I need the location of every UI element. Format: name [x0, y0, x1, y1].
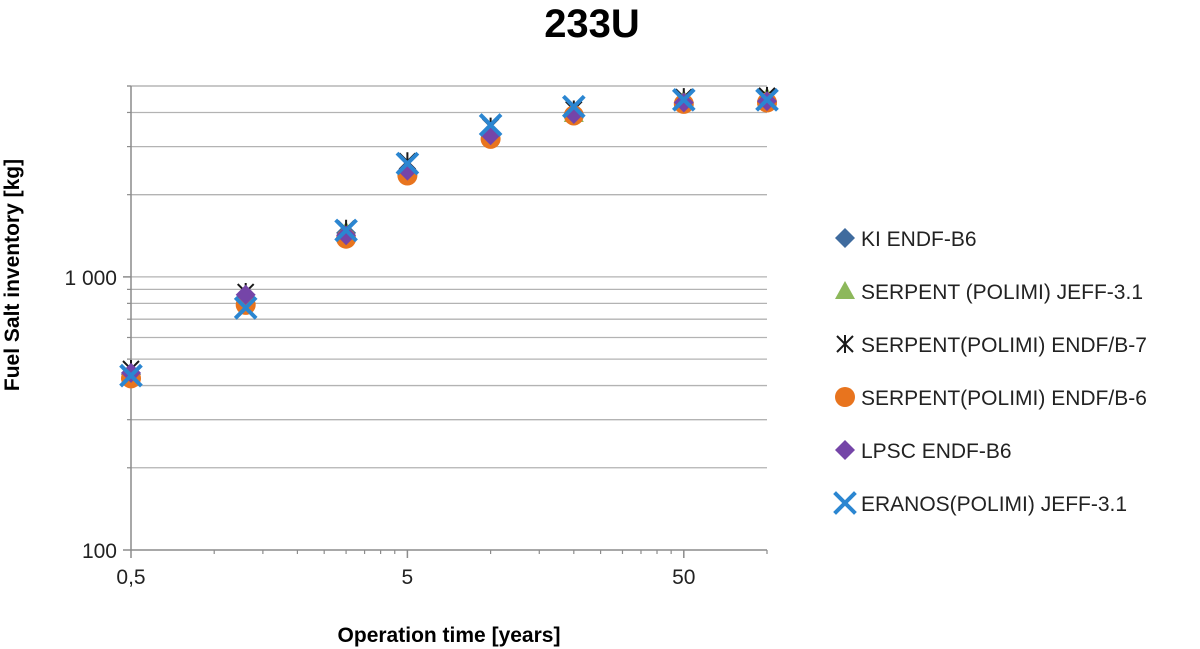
data-point	[671, 87, 696, 112]
series-2	[121, 87, 777, 380]
legend-marker	[835, 387, 855, 407]
legend-label: LPSC ENDF-B6	[861, 440, 1012, 463]
legend-item: SERPENT(POLIMI) ENDF/B-6	[835, 387, 1147, 410]
data-point	[336, 225, 357, 246]
legend-marker	[836, 335, 854, 353]
series-6	[119, 87, 779, 388]
series-3	[122, 86, 776, 378]
y-tick-label: 1 000	[64, 267, 117, 290]
x-axis-title: Operation time [years]	[338, 624, 561, 647]
data-point	[397, 160, 418, 181]
grid	[131, 85, 767, 469]
legend-marker	[835, 440, 855, 460]
tick-labels: 100 1 000 0,5 5 50	[64, 267, 695, 589]
axes	[123, 85, 768, 558]
legend-item: SERPENT(POLIMI) ENDF/B-7	[836, 334, 1147, 357]
series-4	[121, 92, 777, 389]
chart-title: 233U	[544, 2, 640, 46]
data-point	[395, 151, 420, 176]
data-point	[561, 94, 586, 119]
data-point	[755, 87, 779, 112]
data-point	[119, 363, 143, 388]
data-point	[233, 296, 258, 320]
legend-label: ERANOS(POLIMI) JEFF-3.1	[861, 493, 1127, 516]
series-1	[121, 92, 777, 385]
legend-label: KI ENDF-B6	[861, 228, 977, 251]
legend-marker	[833, 491, 857, 515]
data-points	[119, 86, 779, 389]
legend-label: SERPENT(POLIMI) ENDF/B-6	[861, 387, 1147, 410]
legend: KI ENDF-B6 SERPENT (POLIMI) JEFF-3.1 SERPE…	[833, 228, 1147, 516]
legend-item: KI ENDF-B6	[835, 228, 977, 251]
legend-label: SERPENT (POLIMI) JEFF-3.1	[861, 281, 1143, 304]
data-point	[235, 294, 256, 315]
x-tick-label: 0,5	[116, 566, 145, 589]
series-5	[121, 91, 777, 383]
data-point	[235, 284, 256, 305]
x-tick-label: 5	[402, 566, 414, 589]
data-point	[478, 113, 503, 137]
y-tick-label: 100	[82, 540, 117, 563]
legend-item: SERPENT (POLIMI) JEFF-3.1	[835, 281, 1143, 304]
legend-item: LPSC ENDF-B6	[835, 440, 1012, 463]
legend-marker	[835, 281, 855, 299]
legend-label: SERPENT(POLIMI) ENDF/B-7	[861, 334, 1147, 357]
legend-marker	[835, 228, 855, 248]
y-axis-title: Fuel Salt inventory [kg]	[1, 159, 24, 391]
data-point	[334, 218, 358, 243]
legend-item: ERANOS(POLIMI) JEFF-3.1	[833, 491, 1127, 516]
x-tick-label: 50	[672, 566, 695, 589]
